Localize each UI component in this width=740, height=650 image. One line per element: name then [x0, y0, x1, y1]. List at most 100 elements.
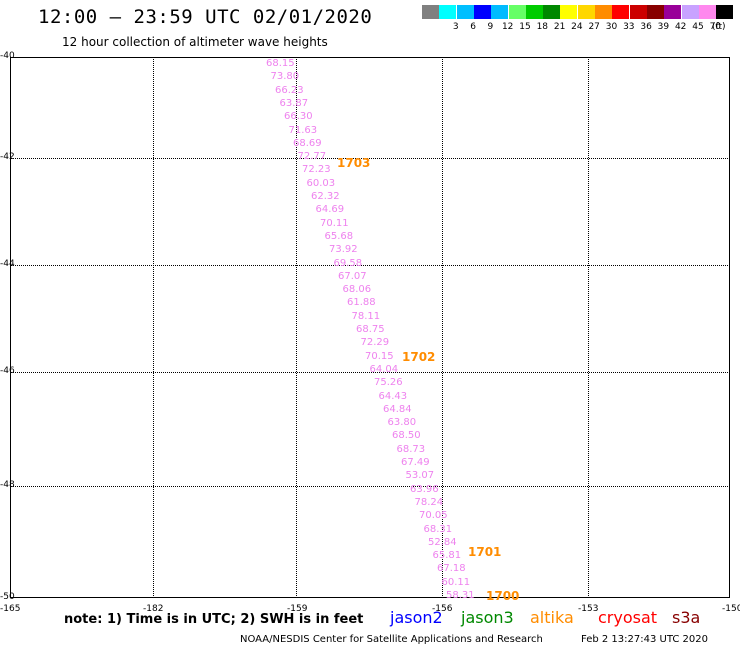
swh-value: 70.11 — [320, 217, 349, 229]
lat-label: -40 — [0, 51, 15, 61]
swh-value: 67.49 — [401, 457, 430, 468]
swh-value: 78.11 — [351, 310, 381, 322]
map-title: 12:00 – 23:59 UTC 02/01/2020 — [38, 6, 373, 28]
lon-label: -153 — [578, 604, 599, 614]
legend-label: 30 — [605, 22, 618, 32]
grid-line-lon — [588, 57, 589, 598]
swh-value: 63.96 — [410, 483, 439, 495]
swh-value: 68.73 — [396, 443, 426, 455]
swh-value: 58.31 — [446, 590, 475, 601]
legend-swatch — [698, 5, 716, 19]
swh-value: 66.30 — [284, 111, 313, 123]
legend-swatch — [646, 5, 664, 19]
lat-label: -48 — [0, 480, 15, 490]
swh-value: 70.05 — [419, 510, 448, 522]
legend-swatch — [681, 5, 699, 19]
swh-value: 78.24 — [414, 496, 444, 508]
swh-value: 72.77 — [297, 151, 327, 163]
legend-label: 27 — [588, 22, 600, 32]
swh-value: 67.18 — [437, 563, 466, 575]
legend-label: 12 — [501, 22, 514, 32]
satellite-jason2: jason2 — [390, 608, 443, 627]
swh-value: 63.87 — [279, 97, 309, 109]
lat-label: -42 — [0, 152, 15, 162]
legend-label: 15 — [519, 22, 531, 32]
lon-label: -165 — [0, 604, 21, 614]
plot-frame — [10, 57, 730, 598]
legend-label: 6 — [470, 22, 476, 32]
swh-value: 65.81 — [432, 550, 462, 562]
time-label: 1702 — [402, 350, 436, 364]
legend-swatch — [560, 5, 578, 19]
grid-line-lat — [10, 158, 730, 159]
legend-swatch — [577, 5, 595, 19]
satellite-jason3: jason3 — [461, 608, 514, 627]
swh-value: 60.11 — [441, 576, 471, 588]
lon-label: -156 — [432, 604, 453, 614]
legend-swatch — [543, 5, 561, 19]
lat-label: -46 — [0, 366, 15, 376]
lon-label: -150 — [722, 604, 740, 614]
legend-swatch — [508, 5, 526, 19]
legend-label: 33 — [623, 22, 635, 32]
legend-label: 45 — [692, 22, 704, 32]
legend-swatch — [491, 5, 509, 19]
time-label: 1701 — [468, 545, 502, 559]
legend-swatch — [525, 5, 543, 19]
grid-line-lat — [10, 265, 730, 266]
swh-value: 70.15 — [365, 350, 394, 362]
time-label: 1703 — [337, 156, 371, 170]
swh-value: 67.07 — [338, 270, 367, 282]
legend-swatch — [716, 5, 734, 19]
grid-line-lon — [296, 57, 297, 598]
legend-label: 3 — [452, 22, 459, 32]
swh-value: 68.50 — [392, 430, 421, 442]
legend-label: 9 — [487, 22, 494, 32]
satellite-altika: altika — [530, 608, 574, 627]
lat-label: -50 — [0, 592, 15, 602]
legend-label: 24 — [571, 22, 583, 32]
swh-value: 60.03 — [306, 177, 336, 189]
legend-label: 18 — [536, 22, 549, 32]
legend-swatch — [439, 5, 457, 19]
legend-label: 39 — [657, 22, 670, 32]
generated-timestamp: Feb 2 13:27:43 UTC 2020 — [581, 634, 708, 645]
grid-line-lon — [153, 57, 154, 598]
credit-line: NOAA/NESDIS Center for Satellite Applica… — [240, 634, 543, 645]
swh-value: 62.32 — [311, 191, 340, 202]
swh-value: 68.06 — [342, 284, 372, 296]
satellite-s3a: s3a — [672, 608, 701, 627]
satellite-cryosat: cryosat — [598, 608, 658, 627]
legend-swatch — [422, 5, 439, 19]
swh-value: 68.15 — [266, 58, 295, 69]
swh-value: 68.75 — [356, 324, 385, 335]
swh-value: 63.80 — [387, 417, 417, 429]
legend-swatch — [612, 5, 630, 19]
grid-line-lat — [10, 486, 730, 487]
swh-value: 68.31 — [423, 523, 453, 535]
legend-label: 70 — [709, 22, 722, 32]
legend-swatch — [664, 5, 682, 19]
legend-swatch — [629, 5, 647, 19]
swh-value: 66.23 — [275, 84, 304, 96]
swh-value: 65.68 — [324, 230, 354, 242]
swh-value: 72.23 — [302, 164, 331, 176]
swh-value: 75.26 — [374, 377, 403, 389]
swh-value: 64.43 — [378, 390, 408, 402]
legend-swatch — [473, 5, 491, 19]
legend-unit: (ft) — [712, 22, 726, 32]
grid-line-lat — [10, 372, 730, 373]
grid-line-lon — [442, 57, 443, 598]
swh-value: 53.07 — [405, 470, 435, 482]
legend-label: 36 — [640, 22, 652, 32]
swh-value: 71.63 — [288, 124, 318, 136]
swh-value: 73.80 — [270, 71, 300, 83]
swh-value: 64.69 — [315, 204, 345, 216]
legend-swatch — [456, 5, 474, 19]
legend-swatch — [595, 5, 612, 19]
swh-value: 61.88 — [347, 297, 376, 309]
lon-label: -182 — [143, 604, 164, 614]
lat-label: -44 — [0, 259, 15, 269]
map-subtitle: 12 hour collection of altimeter wave hei… — [62, 35, 328, 49]
